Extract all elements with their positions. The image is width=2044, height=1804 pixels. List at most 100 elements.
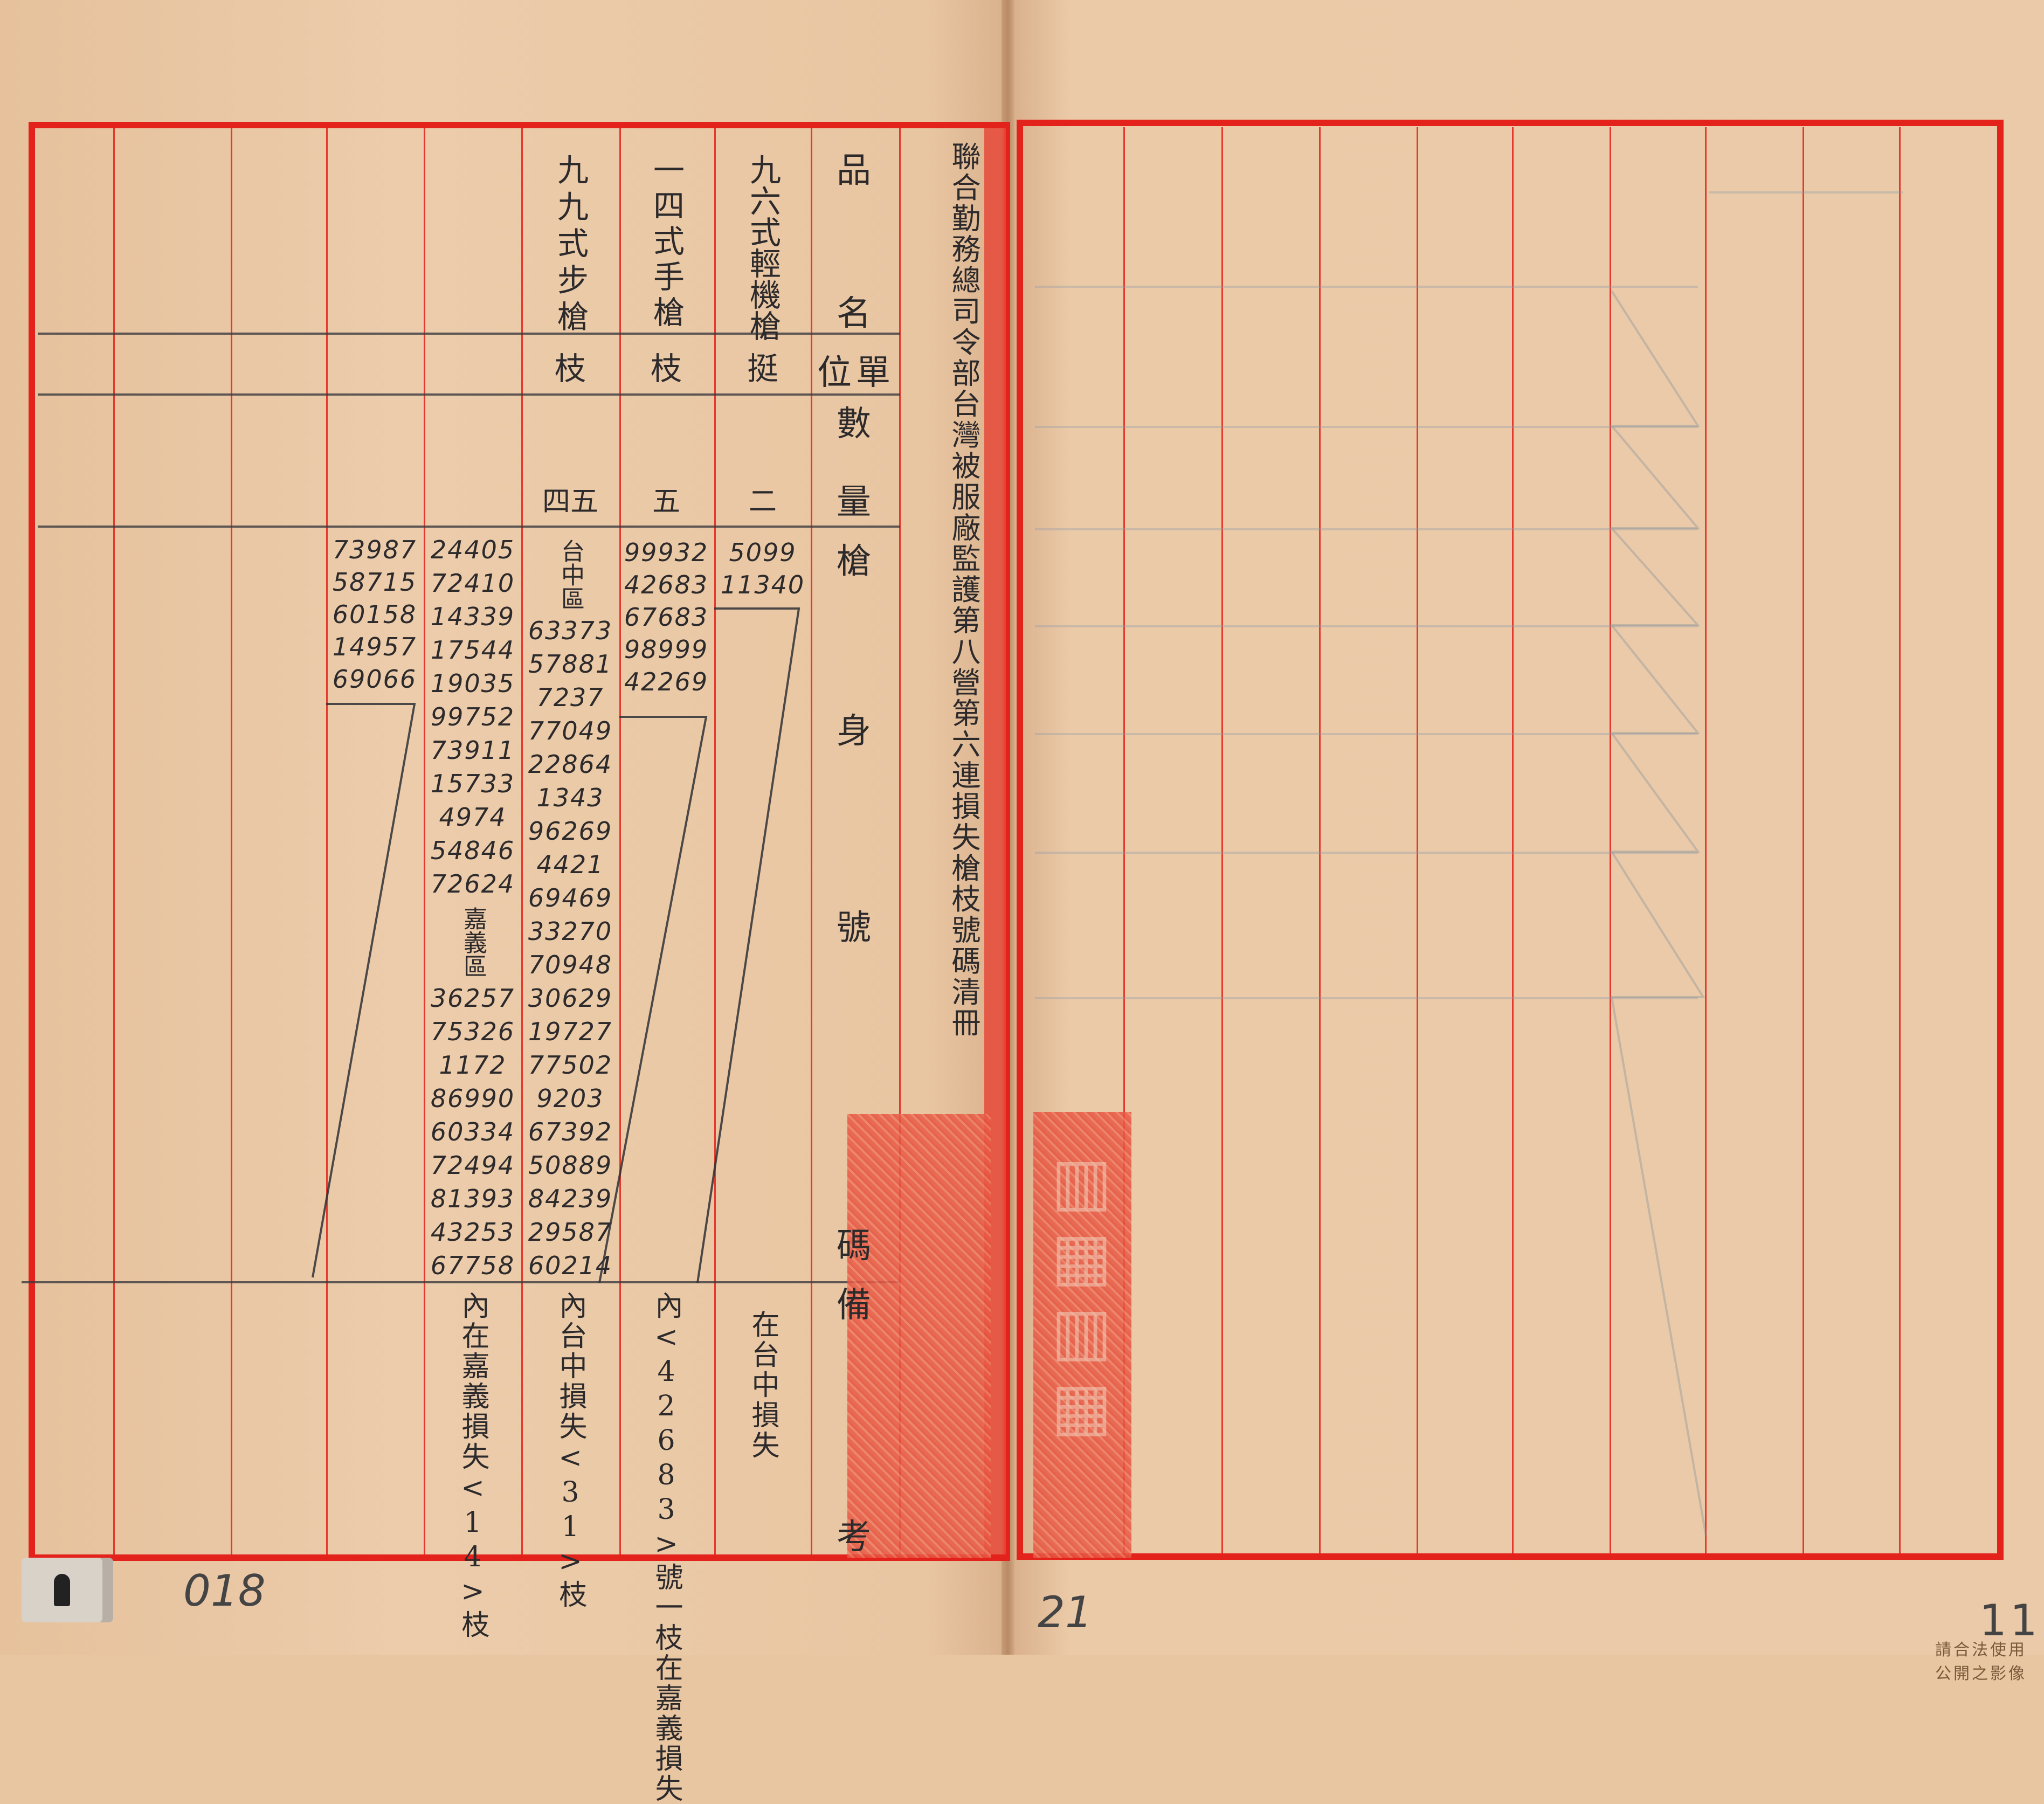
bleed-through-rule [1035,625,1698,627]
serial-number: 33270 [528,917,613,946]
column-rule [1123,127,1125,1553]
row-rule [22,1281,900,1283]
serial-number: 15733 [430,769,515,798]
serial-number: 54846 [430,836,515,865]
serial-number: 5099 [729,538,797,567]
bleed-through-rule [1035,426,1698,428]
item-unit: 枝 [554,350,586,387]
serial-number: 75326 [430,1017,515,1046]
bleed-through-rule [1709,191,1903,193]
page-number-left: 018 [183,1566,266,1616]
column-rule [619,128,621,1554]
document-title: 聯合勤務總司令部台灣被服廠監護第八營第六連損失槍枝號碼清冊 [947,141,980,1039]
page-number-center: 21 [1038,1587,1093,1637]
row-rule [38,526,900,528]
serial-number: 29587 [528,1218,613,1247]
column-rule [1705,127,1707,1553]
column-rule [1319,127,1321,1553]
serial-number: 36257 [430,984,515,1013]
item-quantity: 二 [748,486,777,518]
serial-number: 30629 [528,984,613,1013]
serial-number: 63373 [528,616,613,645]
serial-number: 81393 [430,1184,515,1213]
item-remarks: 內台中損失<31>枝 [554,1291,586,1610]
item-remarks: 內在嘉義損失<14>枝 [457,1291,489,1640]
cancel-mark-col-96 [696,607,800,1283]
usage-watermark: 請合法使用公開之影像 [1935,1641,2027,1683]
left-page [0,0,1008,1655]
cancel-mark-col-99-3 [312,703,416,1278]
right-page [1008,0,2044,1655]
serial-number: 72494 [430,1151,515,1180]
serial-number: 17544 [430,635,515,665]
serial-number: 67758 [430,1251,515,1280]
row-rule [38,333,900,335]
right-page-frame [1017,120,2004,1560]
item-unit: 挺 [747,350,779,387]
header-name-char: 品 [837,151,871,191]
column-rule [1803,127,1804,1553]
column-rule [1899,127,1901,1553]
archive-tab-icon [22,1558,113,1622]
serial-number: 72624 [430,869,515,898]
header-quantity-char: 量 [837,482,871,522]
serial-number: 84239 [528,1184,613,1213]
column-rule [231,128,232,1554]
seal-pattern: ▥▦▥▦ [1044,1144,1119,1444]
header-remarks-char: 考 [837,1517,871,1557]
region-label: 嘉義區 [459,907,487,978]
header-name-char: 名 [837,294,871,334]
serial-number: 14339 [430,602,515,631]
serial-number: 99932 [624,538,709,567]
serial-number: 43253 [430,1218,515,1247]
serial-number: 86990 [430,1084,515,1113]
serial-number: 60334 [430,1117,515,1146]
serial-number: 42269 [624,667,709,696]
serial-number: 70948 [528,950,613,979]
serial-number: 73911 [430,736,515,765]
serial-number: 4974 [439,803,507,832]
serial-number: 73987 [332,535,417,564]
bleed-through-rule [1035,733,1698,735]
header-serial-char: 身 [837,711,871,751]
column-rule [1610,127,1611,1553]
serial-number: 19727 [528,1017,613,1046]
serial-number: 19035 [430,669,515,698]
page-number-right: 111 [1979,1595,2044,1646]
serial-number: 69066 [332,665,417,694]
header-unit-char: 單 [856,353,890,393]
serial-number: 14957 [332,632,417,661]
serial-number: 60214 [528,1251,613,1280]
column-rule [424,128,425,1554]
serial-number: 22864 [528,750,613,779]
serial-number: 1343 [536,783,604,812]
bleed-through-diagonal [1609,290,1707,1537]
serial-number: 11340 [720,570,805,599]
serial-number: 67392 [528,1117,613,1146]
serial-number: 4421 [536,850,604,879]
item-remarks: 在台中損失 [747,1310,779,1461]
bleed-through-rule [1035,286,1698,288]
red-seal-right: ▥▦▥▦ [1033,1112,1131,1558]
header-remarks-char: 備 [837,1285,871,1325]
column-rule [113,128,115,1554]
region-label: 台中區 [557,539,584,610]
column-rule [1512,127,1514,1553]
serial-number: 96269 [528,817,613,846]
serial-number: 69469 [528,883,613,913]
item-name: 一四式手槍 [648,154,685,331]
row-rule [38,393,900,396]
serial-number: 77049 [528,716,613,745]
column-rule [521,128,523,1554]
item-name: 九六式輕機槍 [744,154,781,341]
item-quantity: 四五 [542,486,599,518]
serial-number: 1172 [439,1050,507,1080]
column-rule [714,128,716,1554]
column-rule [811,128,812,1554]
serial-number: 24405 [430,535,515,564]
serial-number: 99752 [430,702,515,731]
serial-number: 42683 [624,570,709,599]
red-seal-left [847,1114,991,1558]
header-quantity-char: 數 [837,404,871,444]
header-unit-char: 位 [817,353,852,393]
